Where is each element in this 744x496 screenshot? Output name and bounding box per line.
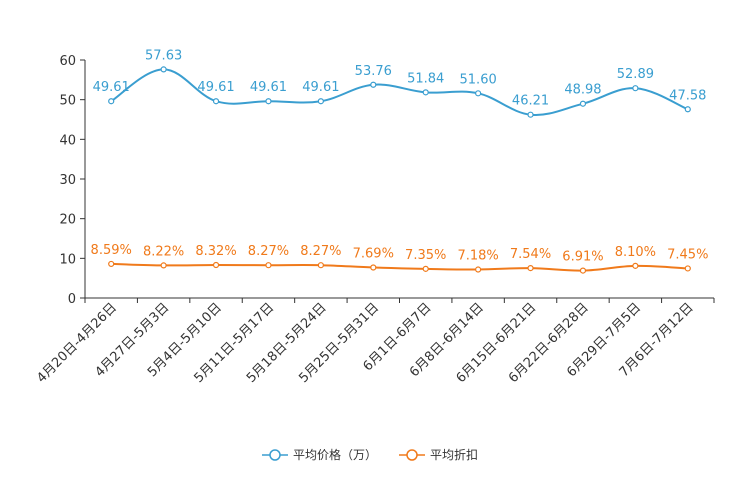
legend-item[interactable]: 平均价格（万） (262, 447, 377, 462)
series-avg-discount: 8.59% 8.22% 8.32% 8.27% 8.27% 7.69% 7.35% 7.18%… (91, 243, 708, 274)
data-label: 8.22% (143, 244, 184, 259)
data-label: 48.98 (564, 83, 601, 98)
series-layer: 49.61 57.63 49.61 49.61 49.61 53.76 51.84 51.60… (91, 48, 708, 274)
data-point (317, 98, 324, 105)
data-label: 7.69% (353, 246, 394, 261)
series-avg-price: 49.61 57.63 49.61 49.61 49.61 53.76 51.84 51.60… (93, 48, 706, 118)
data-point (475, 266, 482, 273)
y-tick-label: 10 (59, 252, 76, 267)
legend-marker-icon (269, 449, 281, 461)
y-tick-label: 60 (59, 54, 76, 69)
data-label: 53.76 (355, 64, 392, 79)
data-point (265, 98, 272, 105)
data-point (684, 265, 691, 272)
data-point (108, 98, 115, 105)
data-point (265, 262, 272, 269)
data-label: 6.91% (562, 250, 603, 265)
data-label: 7.18% (457, 249, 498, 264)
data-label: 51.60 (460, 72, 497, 87)
data-label: 49.61 (93, 80, 130, 95)
legend-marker-icon (406, 449, 418, 461)
data-label: 51.84 (407, 71, 444, 86)
data-point (475, 90, 482, 97)
y-tick-label: 0 (68, 292, 76, 307)
data-label: 8.27% (248, 244, 289, 259)
data-label: 49.61 (197, 80, 234, 95)
data-point (527, 264, 534, 272)
data-point (422, 89, 429, 96)
data-label: 49.61 (302, 80, 339, 95)
y-tick-label: 50 (59, 94, 76, 109)
data-label: 8.10% (615, 245, 656, 260)
data-point (160, 262, 167, 269)
data-label: 47.58 (669, 88, 706, 103)
axes: 0 10 20 30 40 50 60 (59, 54, 715, 307)
legend-label: 平均折扣 (430, 447, 478, 462)
data-label: 8.59% (91, 243, 132, 258)
data-label: 7.45% (667, 247, 708, 262)
data-point (527, 111, 534, 118)
y-tick-label: 20 (59, 213, 76, 228)
y-tick-label: 30 (59, 173, 76, 188)
data-label: 49.61 (250, 80, 287, 95)
data-label: 52.89 (617, 67, 654, 82)
data-point (160, 66, 167, 73)
legend-label: 平均价格（万） (293, 447, 377, 462)
data-label: 8.32% (195, 244, 236, 259)
data-point (579, 100, 587, 107)
data-label: 8.27% (300, 244, 341, 259)
data-point (108, 260, 115, 268)
x-axis-labels: 4月20日-4月26日4月27日-5月3日5月4日-5月10日5月11日-5月1… (34, 300, 696, 386)
data-point (370, 264, 377, 271)
data-point (212, 98, 220, 105)
data-point (579, 267, 587, 274)
data-point (212, 261, 220, 269)
data-label: 7.35% (405, 248, 446, 263)
legend-item[interactable]: 平均折扣 (399, 447, 478, 462)
data-label: 46.21 (512, 94, 549, 109)
data-point (370, 81, 377, 88)
data-point (684, 106, 691, 113)
data-point (632, 262, 639, 269)
data-label: 7.54% (510, 247, 551, 262)
data-point (317, 262, 324, 269)
data-point (422, 265, 429, 272)
data-point (632, 85, 639, 92)
legend: 平均价格（万） 平均折扣 (262, 447, 478, 462)
series-line (111, 262, 688, 272)
data-label: 57.63 (145, 48, 182, 63)
y-tick-label: 40 (59, 133, 76, 148)
